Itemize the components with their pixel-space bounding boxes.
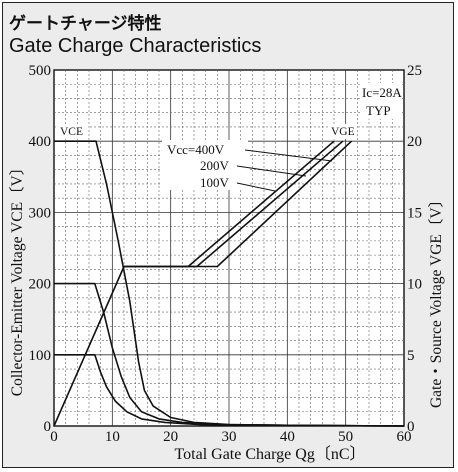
series-line bbox=[54, 353, 405, 427]
y-left-tick-label: 0 bbox=[44, 419, 52, 435]
vge-label: VGE bbox=[331, 126, 355, 138]
chart-title-jp: ゲートチャージ特性 bbox=[9, 14, 162, 34]
y-right-tick-label: 10 bbox=[407, 277, 422, 293]
x-tick-label: 60 bbox=[397, 429, 412, 445]
vcc-label-box bbox=[162, 140, 248, 190]
vcc-200-pointer bbox=[236, 165, 307, 177]
y-right-tick-label: 20 bbox=[407, 134, 422, 150]
y-right-tick-label: 25 bbox=[407, 63, 422, 79]
vge-label-box bbox=[330, 124, 356, 139]
condition-current: Ic=28A bbox=[362, 85, 402, 100]
y-axis-left-title: Collector-Emitter Voltage VCE〔V〕 bbox=[9, 160, 26, 396]
x-tick-label: 50 bbox=[338, 429, 353, 445]
grid-lines bbox=[54, 70, 404, 426]
vcc-400-label: Vcc=400V bbox=[167, 142, 225, 157]
y-right-tick-label: 0 bbox=[407, 419, 415, 435]
vcc-200-label: 200V bbox=[200, 158, 230, 173]
y-left-tick-label: 500 bbox=[29, 63, 52, 79]
x-tick-label: 20 bbox=[163, 429, 178, 445]
y-right-tick-label: 5 bbox=[407, 348, 415, 364]
condition-box bbox=[360, 83, 402, 119]
vcc-400-pointer bbox=[244, 149, 333, 162]
vcc-100-label: 100V bbox=[200, 175, 230, 190]
y-left-tick-label: 300 bbox=[29, 205, 52, 221]
y-right-tick-label: 15 bbox=[407, 205, 422, 221]
vce-label: VCE bbox=[60, 126, 83, 138]
condition-typ: TYP bbox=[366, 103, 391, 118]
chart-title: Gate Charge Characteristics bbox=[9, 35, 262, 57]
y-left-tick-label: 100 bbox=[29, 348, 52, 364]
y-left-tick-label: 200 bbox=[29, 277, 52, 293]
vce-label-box bbox=[58, 124, 88, 139]
x-tick-label: 40 bbox=[280, 429, 295, 445]
y-axis-right-title: Gate・Source Voltage VGE〔V〕 bbox=[428, 192, 445, 408]
series-line bbox=[124, 140, 353, 268]
x-tick-label: 0 bbox=[50, 429, 58, 445]
vcc-100-pointer bbox=[236, 182, 276, 192]
series-lines bbox=[53, 140, 405, 427]
x-tick-label: 30 bbox=[222, 429, 237, 445]
y-left-tick-label: 400 bbox=[29, 134, 52, 150]
x-tick-label: 10 bbox=[105, 429, 120, 445]
x-axis-title: Total Gate Charge Qg〔nC〕 bbox=[175, 445, 366, 463]
